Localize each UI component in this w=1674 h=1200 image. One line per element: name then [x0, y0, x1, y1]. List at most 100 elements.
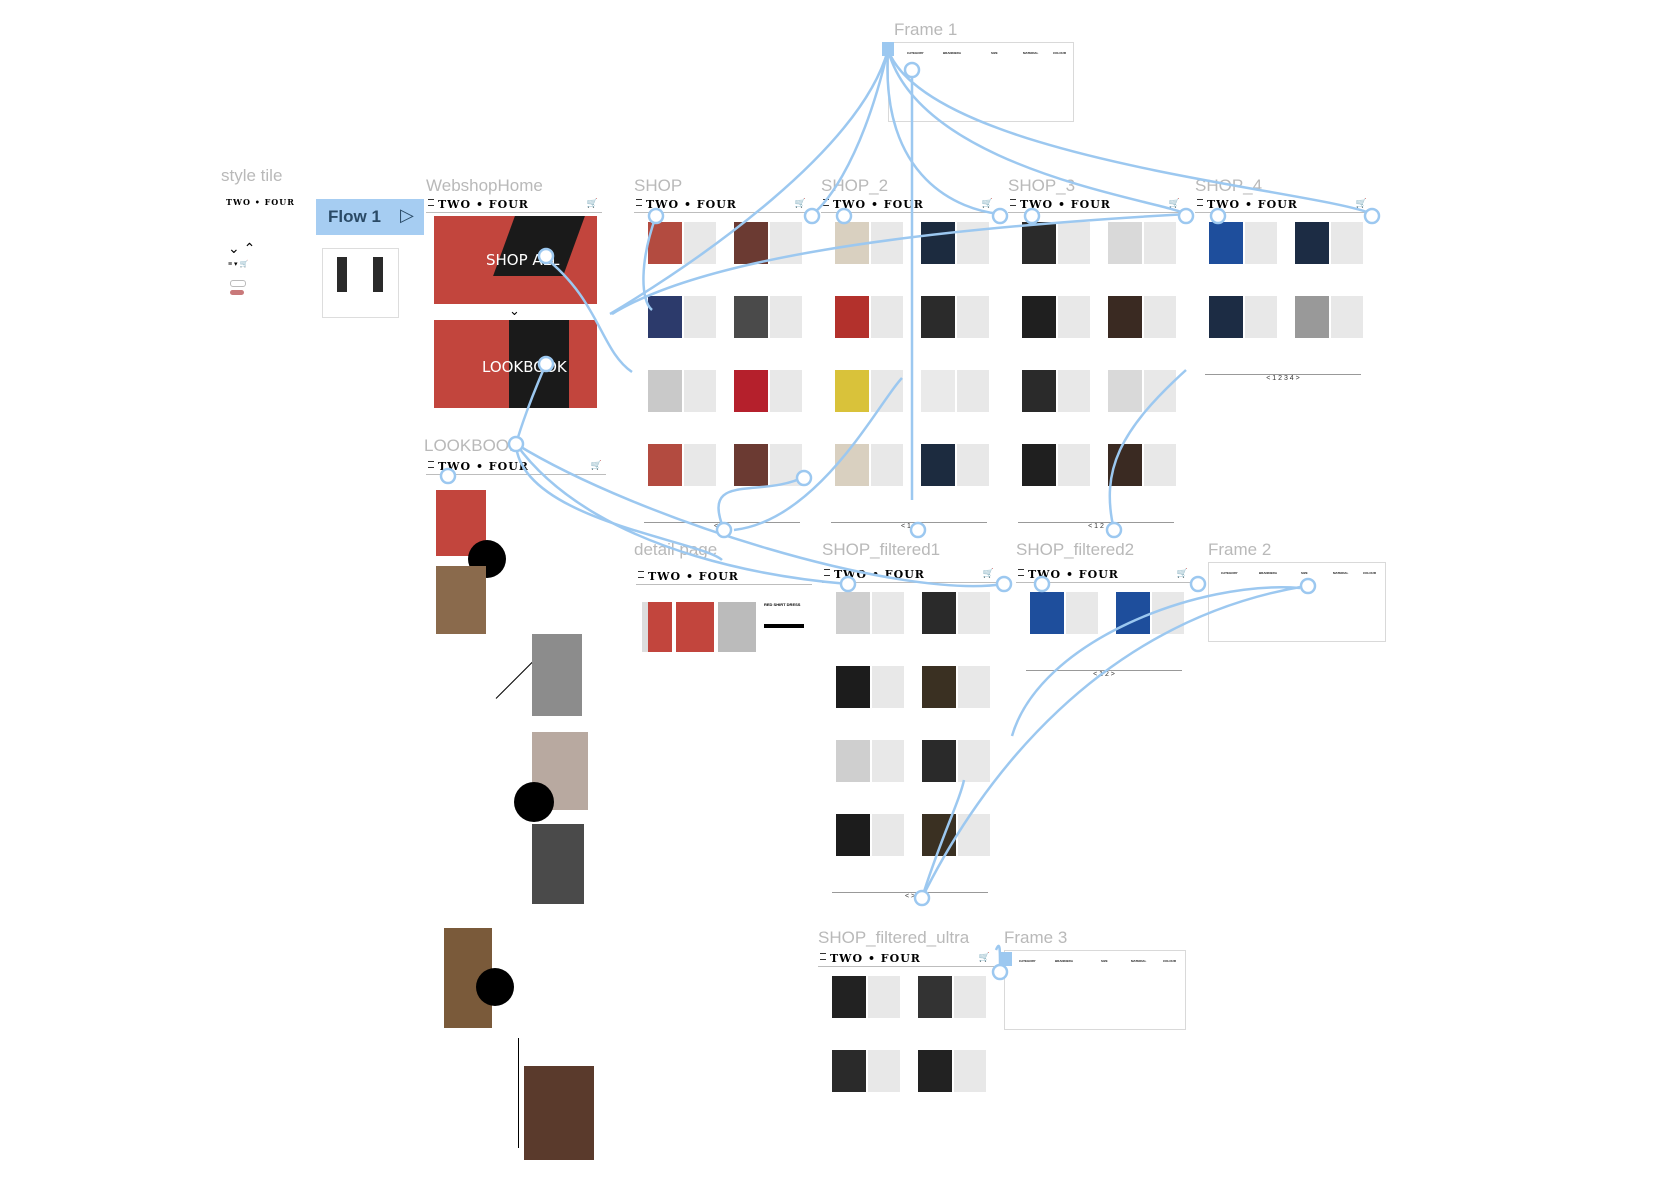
frame-label-shop-filtered1[interactable]: SHOP_filtered1: [822, 540, 941, 559]
shop-filtered2-header: TWO • FOUR 🛒: [1016, 566, 1192, 583]
shop-product-tile[interactable]: [734, 444, 802, 486]
shop-product-tile[interactable]: [648, 296, 716, 338]
shop-2-product-tile[interactable]: [835, 296, 903, 338]
shop-product-tile[interactable]: [734, 222, 802, 264]
shop-product-tile[interactable]: [734, 370, 802, 412]
shop-product-tile[interactable]: [734, 296, 802, 338]
lookbook-circle-2: [514, 782, 554, 822]
shop-3-product-tile[interactable]: [1108, 444, 1176, 486]
shop-filtered1-product-tile[interactable]: [836, 666, 904, 708]
shop-filtered2-product-alt-image: [1152, 592, 1184, 634]
frame-label-frame-1[interactable]: Frame 1: [894, 20, 958, 39]
shop-2-product-tile[interactable]: [835, 222, 903, 264]
shop-filtered-ultra-cart-icon[interactable]: 🛒: [978, 952, 990, 962]
shop-2-product-tile[interactable]: [921, 444, 989, 486]
shop-2-product-tile[interactable]: [835, 444, 903, 486]
shop-filtered2-cart-icon[interactable]: 🛒: [1176, 568, 1188, 578]
shop-3-product-alt-image: [1058, 370, 1090, 412]
shop-filtered2-product-tile[interactable]: [1030, 592, 1098, 634]
shop-3-menu-icon[interactable]: [1010, 199, 1016, 206]
shop-cart-icon[interactable]: 🛒: [794, 198, 806, 208]
shop-product-tile[interactable]: [648, 222, 716, 264]
shop-product-tile[interactable]: [648, 444, 716, 486]
shop-4-menu-icon[interactable]: [1197, 199, 1203, 206]
shop-3-product-tile[interactable]: [1022, 444, 1090, 486]
shop-2-header: TWO • FOUR 🛒: [821, 196, 997, 213]
shop-pagination[interactable]: < 1 >: [644, 522, 800, 533]
shop-4-product-tile[interactable]: [1295, 296, 1363, 338]
shop-filtered1-product-tile[interactable]: [922, 814, 990, 856]
detail-page-frame: TWO • FOUR RED SHIRT DRESS: [636, 568, 812, 688]
frame-label-shop-3[interactable]: SHOP_3: [1008, 176, 1076, 195]
shop-filtered-ultra-product-tile[interactable]: [832, 976, 900, 1018]
frame-label-frame-3[interactable]: Frame 3: [1004, 928, 1068, 947]
shop-filtered2-pagination[interactable]: < 1 2 >: [1026, 670, 1182, 681]
shop-filtered-ultra-product-tile[interactable]: [832, 1050, 900, 1092]
shop-3-product-tile[interactable]: [1022, 296, 1090, 338]
shop-filtered1-product-tile[interactable]: [836, 740, 904, 782]
frame-label-frame-2[interactable]: Frame 2: [1208, 540, 1272, 559]
menu-icon[interactable]: [428, 199, 434, 206]
lookbook-cart-icon[interactable]: 🛒: [590, 460, 602, 470]
frame-label-shop-filtered-ultra[interactable]: SHOP_filtered_ultra: [818, 928, 970, 947]
shop-filtered1-product-tile[interactable]: [922, 592, 990, 634]
lookbook-logo: TWO • FOUR: [438, 460, 529, 473]
frame-label-detail-page[interactable]: detail page: [634, 540, 718, 559]
shop-filtered1-product-tile[interactable]: [922, 666, 990, 708]
shop-3-cart-icon[interactable]: 🛒: [1168, 198, 1180, 208]
shop-filtered1-menu-icon[interactable]: [824, 569, 830, 576]
shop-2-product-tile[interactable]: [921, 296, 989, 338]
frame-label-shop-2[interactable]: SHOP_2: [821, 176, 889, 195]
shop-4-product-tile[interactable]: [1209, 296, 1277, 338]
detail-image-2: [648, 602, 672, 652]
shop-2-product-tile[interactable]: [835, 370, 903, 412]
cart-icon[interactable]: 🛒: [586, 198, 598, 208]
frame-label-shop[interactable]: SHOP: [634, 176, 683, 195]
shop-4-cart-icon[interactable]: 🛒: [1355, 198, 1367, 208]
frame-label-shop-filtered2[interactable]: SHOP_filtered2: [1016, 540, 1135, 559]
chevron-down-icon[interactable]: ⌄: [509, 303, 520, 318]
shop-product-tile[interactable]: [648, 370, 716, 412]
shop-4-product-tile[interactable]: [1295, 222, 1363, 264]
lookbook-banner[interactable]: LOOKBOOK: [434, 320, 597, 408]
shop-3-product-tile[interactable]: [1108, 370, 1176, 412]
frame-label-webshop-home[interactable]: WebshopHome: [426, 176, 543, 195]
frame-label-style-tile[interactable]: style tile: [221, 166, 283, 185]
shop-2-menu-icon[interactable]: [823, 199, 829, 206]
shop-filtered2-product-tile[interactable]: [1116, 592, 1184, 634]
shop-product-alt-image: [770, 370, 802, 412]
shop-filtered-ultra-product-tile[interactable]: [918, 976, 986, 1018]
shop-filtered1-cart-icon[interactable]: 🛒: [982, 568, 994, 578]
shop-all-banner[interactable]: SHOP ALL: [434, 216, 597, 304]
shop-filtered1-product-tile[interactable]: [836, 814, 904, 856]
frame2-col-size: SIZE: [1301, 571, 1308, 575]
detail-add-button[interactable]: [764, 624, 804, 628]
frame2-col-material: MATERIAL: [1333, 571, 1349, 575]
frame-label-lookbook[interactable]: LOOKBOOK: [424, 436, 521, 455]
shop-filtered1-pagination[interactable]: < >: [832, 892, 988, 903]
shop-3-product-tile[interactable]: [1108, 296, 1176, 338]
shop-filtered2-menu-icon[interactable]: [1018, 569, 1024, 576]
shop-filtered-ultra-product-tile[interactable]: [918, 1050, 986, 1092]
detail-menu-icon[interactable]: [638, 571, 644, 578]
shop-3-product-tile[interactable]: [1022, 222, 1090, 264]
shop-2-pagination[interactable]: < 1 >: [831, 522, 987, 533]
lookbook-menu-icon[interactable]: [428, 461, 434, 468]
shop-3-product-tile[interactable]: [1022, 370, 1090, 412]
shop-2-cart-icon[interactable]: 🛒: [981, 198, 993, 208]
shop-2-product-tile[interactable]: [921, 370, 989, 412]
shop-4-product-tile[interactable]: [1209, 222, 1277, 264]
shop-filtered1-product-alt-image: [958, 592, 990, 634]
frame-1-filter-panel: CATEGORY BRAND/ERA SIZE MATERIAL COLOUR: [888, 42, 1074, 122]
shop-3-pagination[interactable]: < 1 2: [1018, 522, 1174, 533]
frame-label-shop-4[interactable]: SHOP_4: [1195, 176, 1263, 195]
flow-1-button[interactable]: Flow 1 ▷: [316, 199, 424, 235]
shop-3-product-tile[interactable]: [1108, 222, 1176, 264]
shop-menu-icon[interactable]: [636, 199, 642, 206]
shop-filtered-ultra-menu-icon[interactable]: [820, 953, 826, 960]
shop-2-product-tile[interactable]: [921, 222, 989, 264]
shop-filtered1-product-tile[interactable]: [836, 592, 904, 634]
shop-filtered1-product-tile[interactable]: [922, 740, 990, 782]
detail-header: TWO • FOUR: [636, 568, 812, 585]
shop-4-pagination[interactable]: < 1 2 3 4 >: [1205, 374, 1361, 385]
